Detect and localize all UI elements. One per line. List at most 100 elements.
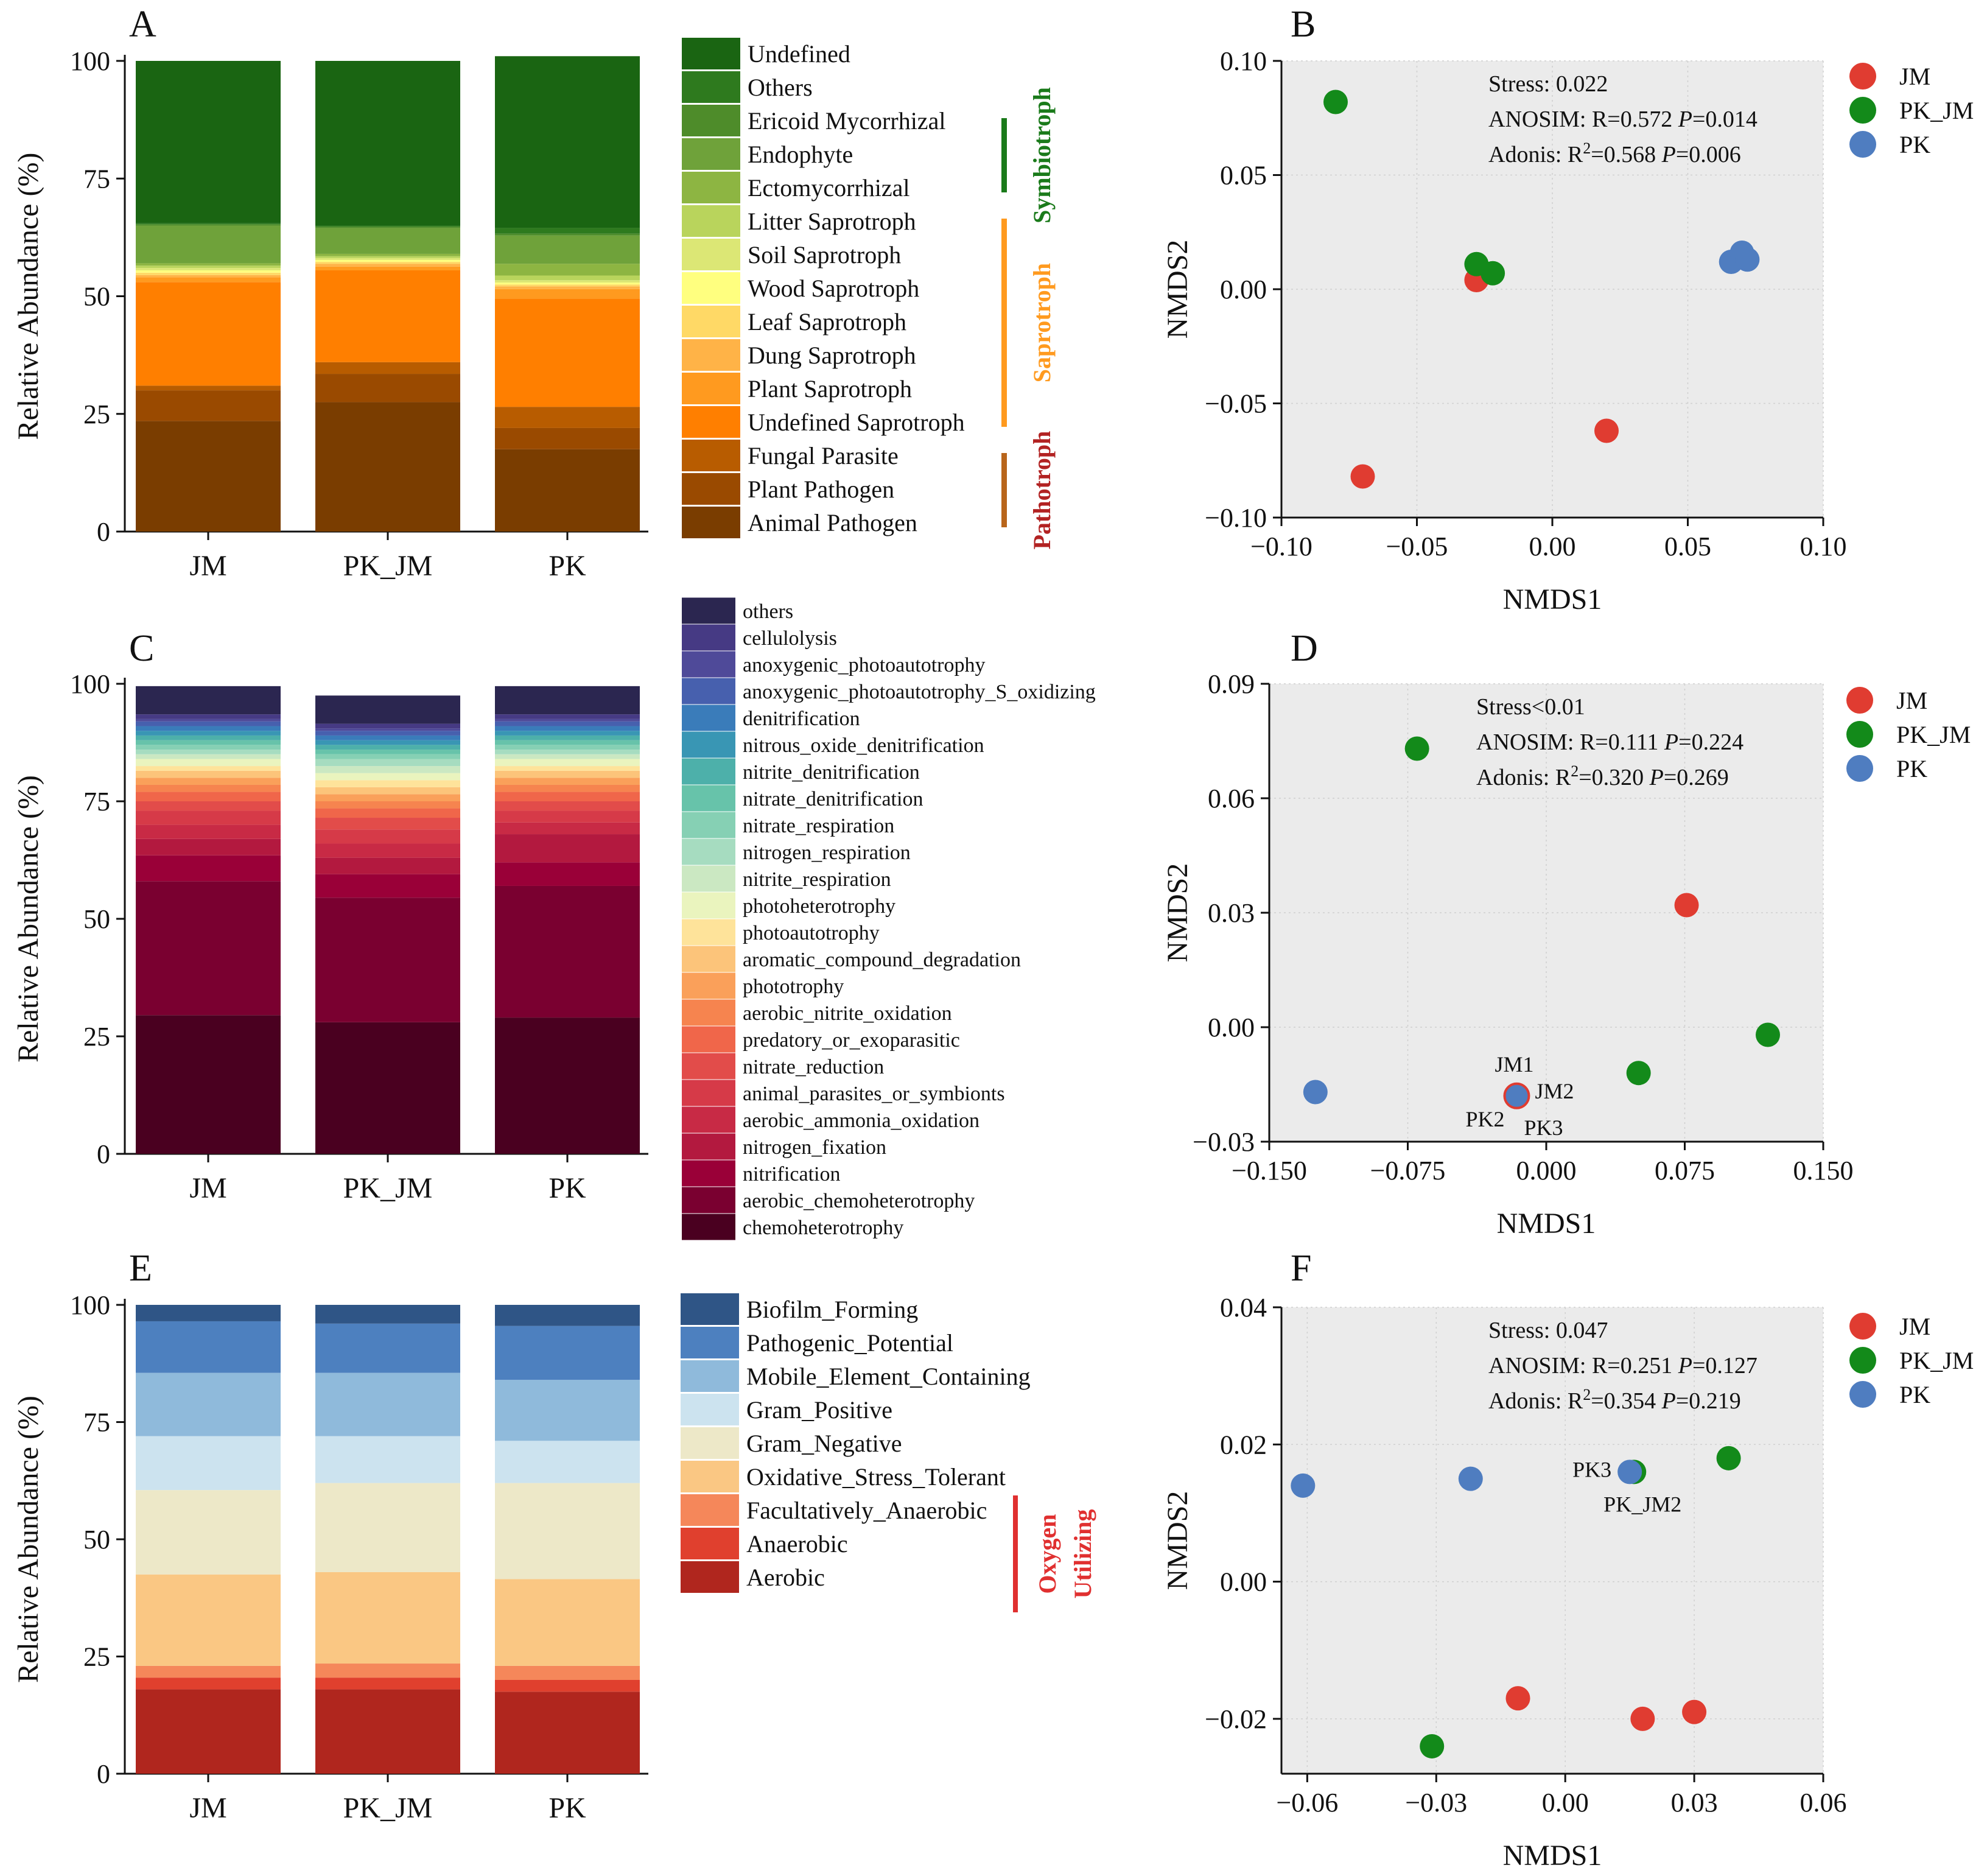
legend-swatch: [682, 205, 740, 237]
y-tick-label: 0.00: [1208, 1013, 1255, 1042]
bar-segment-gram-positive: [495, 1441, 640, 1483]
bar-segment-photoautotrophy: [315, 780, 460, 787]
bar-segment-aerobic-nitrite-oxidation: [315, 801, 460, 809]
bar-segment-dung-saprotroph: [495, 286, 640, 289]
legend-label: Biofilm_Forming: [746, 1296, 918, 1323]
bar-segment-phototrophy: [136, 778, 281, 785]
bar-segment-aromatic-compound-degradation: [136, 770, 281, 778]
stats-line: Stress: 0.047: [1488, 1318, 1608, 1343]
legend-label: Anaerobic: [746, 1530, 848, 1558]
legend-label: Oxidative_Stress_Tolerant: [746, 1463, 1006, 1491]
group-bracket: [1001, 118, 1007, 192]
legend-swatch: [682, 704, 735, 731]
legend-swatch: [682, 406, 740, 438]
bar-segment-fungal-parasite: [136, 385, 281, 391]
bar-segment-nitrate-reduction: [136, 801, 281, 811]
y-axis-label: NMDS2: [1162, 1491, 1194, 1590]
legend-label: nitrate_denitrification: [743, 788, 923, 810]
legend-swatch: [682, 1053, 735, 1080]
bar-segment-nitrite-denitrification: [315, 745, 460, 750]
legend-swatch: [682, 138, 740, 170]
bar-segment-soil-saprotroph: [315, 258, 460, 260]
panel-label: F: [1291, 1248, 1311, 1289]
legend-swatch: [681, 1360, 739, 1392]
bar-segment-nitrate-respiration: [315, 754, 460, 759]
legend-label: PK: [1899, 131, 1930, 158]
legend-label: nitrite_denitrification: [743, 761, 920, 784]
panel-label: D: [1291, 628, 1318, 669]
legend-swatch: [682, 785, 735, 812]
legend-swatch: [682, 731, 735, 758]
legend-label: aromatic_compound_degradation: [743, 949, 1021, 971]
x-tick-label: PK: [548, 550, 586, 582]
legend: JM PK_JM PK: [1849, 63, 1974, 158]
bar-segment-nitrogen-respiration: [136, 750, 281, 754]
legend-swatch: [682, 239, 740, 270]
bar-segment-endophyte: [136, 225, 281, 264]
bar-segment-plant-pathogen: [495, 427, 640, 449]
bar-segment-plant-saprotroph: [495, 289, 640, 299]
y-axis-label: Relative Abundance (%): [12, 775, 44, 1063]
bar-segment-nitrate-reduction: [315, 818, 460, 830]
legend-label: phototrophy: [743, 975, 844, 998]
point-pk-jm: [1626, 1061, 1651, 1086]
bar-segment-aerobic-chemoheterotrophy: [495, 885, 640, 1018]
bar-segment-endophyte: [495, 235, 640, 264]
legend-swatch: [682, 105, 740, 136]
bar-segment-anoxygenic-photoautotrophy-s-oxidizing: [315, 731, 460, 736]
bar-segment-phototrophy: [315, 794, 460, 801]
bar-segment-aerobic: [136, 1689, 281, 1774]
legend-swatch: [682, 624, 735, 651]
y-tick-label: 0.00: [1220, 275, 1267, 304]
legend-swatch: [682, 999, 735, 1026]
legend-swatch: [682, 758, 735, 785]
legend-label: nitrogen_respiration: [743, 841, 911, 864]
legend-label: Facultatively_Anaerobic: [746, 1497, 987, 1524]
bar-segment-biofilm-forming: [495, 1305, 640, 1326]
y-tick-label: 100: [70, 1290, 110, 1320]
y-tick-label: 0.10: [1220, 46, 1267, 76]
legend-label: nitrogen_fixation: [743, 1136, 886, 1159]
panel-label: B: [1291, 4, 1316, 45]
point-overlap: [1503, 1082, 1530, 1109]
point-jm: [1674, 893, 1699, 918]
y-tick-label: 0.03: [1208, 898, 1255, 928]
y-tick-label: 75: [83, 787, 110, 817]
y-axis-label: Relative Abundance (%): [12, 153, 44, 440]
bar-segment-animal-parasites-or-symbionts: [495, 810, 640, 823]
bar-segment-nitrification: [495, 862, 640, 886]
group-label: Oxygen: [1034, 1514, 1061, 1593]
bar-segment-others: [136, 223, 281, 225]
legend-swatch: [682, 812, 735, 838]
x-tick-label: 0.150: [1793, 1156, 1854, 1186]
bar-segment-endophyte: [315, 228, 460, 254]
bar-segment-wood-saprotroph: [495, 283, 640, 285]
x-tick-label: 0.00: [1529, 532, 1576, 561]
stats-line: ANOSIM: R=0.572 P=0.014: [1488, 107, 1757, 132]
bar-segment-dung-saprotroph: [136, 275, 281, 278]
x-tick-label: PK_JM: [343, 550, 433, 582]
legend-label: aerobic_chemoheterotrophy: [743, 1190, 975, 1212]
bar-segment-mobile-element-containing: [495, 1380, 640, 1441]
bar-segment-others: [315, 225, 460, 227]
legend-label: nitrite_respiration: [743, 868, 891, 891]
bar-segment-oxidative-stress-tolerant: [495, 1579, 640, 1666]
legend-swatch: [681, 1561, 739, 1593]
point-pk-jm: [1756, 1022, 1780, 1047]
legend-marker: [1849, 97, 1876, 124]
panel-e: E 0 25 50 75 100 Relative Abundance (%) JM PK_JM…: [12, 1248, 1096, 1824]
legend-label: PK_JM: [1899, 1347, 1974, 1374]
legend-label: photoheterotrophy: [743, 895, 895, 918]
bar-segment-animal-parasites-or-symbionts: [315, 829, 460, 844]
x-tick-label: 0.000: [1516, 1156, 1577, 1186]
bar-segment-denitrification: [136, 726, 281, 731]
legend-label: Aerobic: [746, 1564, 825, 1591]
point-label: PK_JM2: [1603, 1492, 1681, 1516]
legend-swatch: [681, 1461, 739, 1492]
legend-swatch: [682, 272, 740, 304]
legend-label: others: [743, 600, 793, 623]
legend-label: Ectomycorrhizal: [748, 174, 910, 202]
bar-segment-predatory-or-exoparasitic: [495, 792, 640, 801]
legend-label: Plant Saprotroph: [748, 375, 912, 402]
